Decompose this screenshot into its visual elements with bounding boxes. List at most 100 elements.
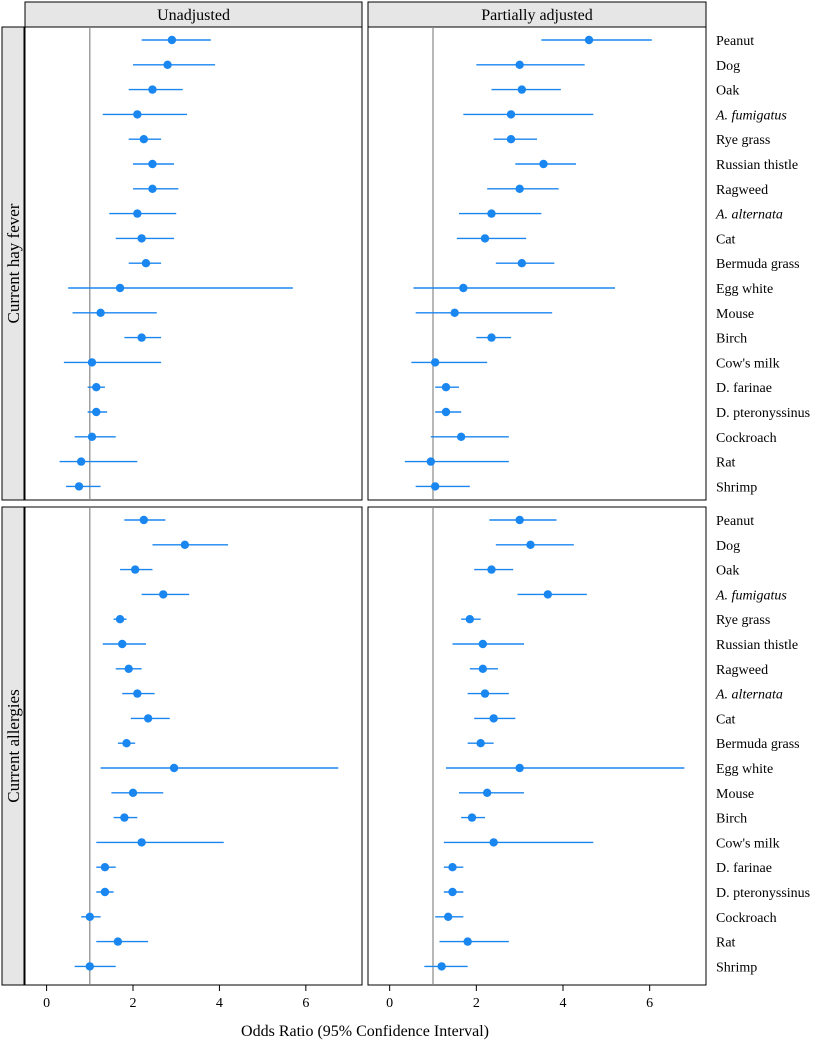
- category-label: Ragweed: [716, 183, 768, 198]
- point-estimate: [487, 333, 496, 342]
- point-estimate: [148, 184, 157, 193]
- point-estimate: [115, 283, 125, 293]
- row-strip-label: Current hay fever: [4, 203, 23, 323]
- point-estimate: [515, 184, 524, 193]
- point-estimate: [118, 639, 127, 649]
- point-estimate: [159, 590, 168, 599]
- point-estimate: [430, 358, 440, 367]
- category-label: Peanut: [716, 34, 754, 49]
- point-estimate: [515, 515, 524, 525]
- point-estimate: [448, 887, 457, 897]
- point-estimate: [450, 308, 459, 317]
- point-estimate: [487, 209, 496, 218]
- point-estimate: [148, 159, 157, 169]
- point-estimate: [456, 432, 466, 441]
- panel-frame: [367, 506, 707, 986]
- category-label: Mouse: [716, 307, 754, 322]
- category-label: Shrimp: [716, 480, 757, 495]
- point-estimate: [478, 639, 488, 649]
- x-tick-label: 0: [386, 996, 393, 1011]
- category-label: Cat: [716, 712, 736, 727]
- x-axis-label: Odds Ratio (95% Confidence Interval): [241, 1023, 489, 1040]
- point-estimate: [74, 482, 84, 491]
- point-estimate: [148, 85, 157, 94]
- point-estimate: [85, 912, 95, 921]
- row-strip-label: Current allergies: [4, 689, 23, 802]
- category-label: Cockroach: [716, 911, 777, 926]
- category-label: D. farinae: [716, 381, 772, 396]
- point-estimate: [128, 788, 138, 797]
- category-label: Dog: [716, 59, 740, 74]
- point-estimate: [448, 863, 457, 872]
- category-label: Shrimp: [716, 960, 757, 975]
- category-label: Oak: [716, 564, 739, 579]
- column-strip-0: [24, 1, 363, 28]
- category-label: A. alternata: [715, 208, 783, 223]
- point-estimate: [76, 457, 86, 466]
- point-estimate: [137, 838, 146, 847]
- category-label: D. farinae: [716, 861, 772, 876]
- category-label: Bermuda grass: [716, 737, 800, 752]
- category-label: A. alternata: [715, 688, 783, 703]
- point-estimate: [124, 664, 133, 673]
- point-estimate: [476, 739, 485, 748]
- panel-frame: [24, 26, 363, 501]
- point-estimate: [463, 937, 472, 946]
- point-estimate: [441, 407, 451, 417]
- point-estimate: [515, 763, 524, 773]
- point-estimate: [478, 664, 488, 673]
- category-label: Cockroach: [716, 431, 777, 446]
- point-estimate: [113, 937, 123, 946]
- category-label: Mouse: [716, 787, 754, 802]
- point-estimate: [426, 457, 436, 466]
- category-label: Rye grass: [716, 133, 770, 148]
- point-estimate: [459, 283, 468, 293]
- point-estimate: [487, 565, 496, 574]
- point-estimate: [467, 813, 477, 822]
- point-estimate: [517, 259, 527, 268]
- point-estimate: [480, 689, 490, 698]
- category-label: Russian thistle: [716, 638, 798, 653]
- point-estimate: [441, 383, 451, 392]
- column-strip-label: Unadjusted: [157, 7, 230, 24]
- category-label: Oak: [716, 84, 739, 99]
- x-tick-label: 0: [43, 996, 50, 1011]
- point-estimate: [133, 110, 142, 119]
- category-label: Ragweed: [716, 663, 768, 678]
- row-strip-1: [1, 506, 25, 986]
- point-estimate: [515, 60, 524, 69]
- panel-frame: [24, 506, 363, 986]
- category-label: Birch: [716, 332, 747, 347]
- point-estimate: [506, 135, 516, 144]
- point-estimate: [526, 540, 535, 549]
- category-label: Cow's milk: [716, 836, 780, 851]
- category-label: Cat: [716, 232, 736, 247]
- category-label: Bermuda grass: [716, 257, 800, 272]
- x-tick-label: 2: [130, 996, 137, 1011]
- point-estimate: [506, 110, 516, 119]
- point-estimate: [437, 962, 446, 971]
- column-strip-label: Partially adjusted: [481, 7, 593, 24]
- point-estimate: [480, 234, 490, 243]
- point-estimate: [141, 259, 151, 268]
- category-label: Birch: [716, 812, 747, 827]
- x-tick-label: 4: [560, 996, 567, 1011]
- point-estimate: [92, 383, 101, 392]
- point-estimate: [167, 35, 177, 45]
- point-estimate: [539, 159, 548, 169]
- point-estimate: [87, 432, 97, 441]
- category-label: Russian thistle: [716, 158, 798, 173]
- category-label: Egg white: [716, 282, 773, 297]
- category-label: A. fumigatus: [715, 588, 787, 603]
- point-estimate: [465, 615, 475, 624]
- point-estimate: [100, 887, 110, 897]
- point-estimate: [443, 912, 453, 921]
- point-estimate: [163, 60, 172, 69]
- point-estimate: [489, 838, 498, 847]
- point-estimate: [120, 813, 129, 822]
- category-label: Egg white: [716, 762, 773, 777]
- category-label: Rat: [716, 456, 736, 471]
- point-estimate: [115, 615, 125, 624]
- point-estimate: [584, 35, 594, 45]
